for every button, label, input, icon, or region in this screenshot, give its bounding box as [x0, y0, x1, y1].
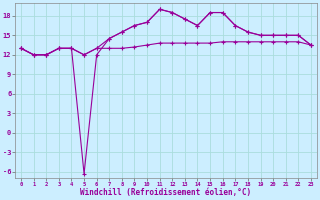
X-axis label: Windchill (Refroidissement éolien,°C): Windchill (Refroidissement éolien,°C)	[80, 188, 252, 197]
